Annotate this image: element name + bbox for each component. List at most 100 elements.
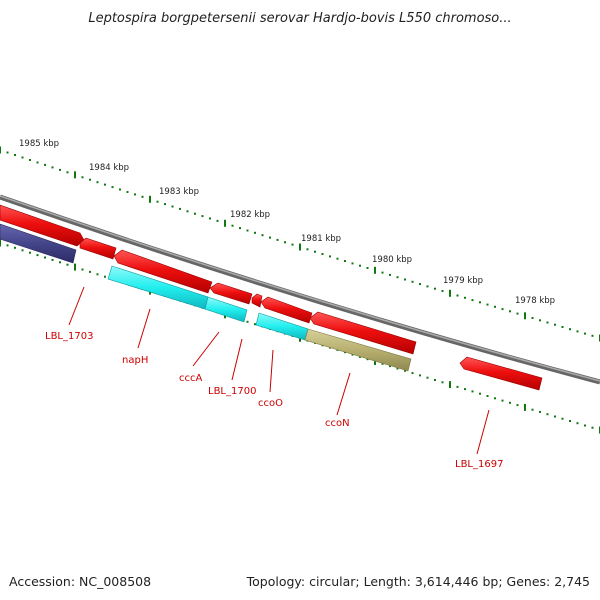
label-leaders [68, 286, 490, 455]
inner-ruler-tick [74, 263, 76, 271]
outer-ruler-tick [569, 328, 571, 331]
leader-LBL_1703 [68, 286, 85, 326]
outer-ruler-tick [299, 243, 301, 251]
leader-napH [137, 308, 151, 349]
outer-ruler-tick [201, 215, 204, 218]
inner-ruler-tick [51, 258, 54, 261]
outer-ruler-tick [456, 294, 459, 297]
outer-ruler-tick [486, 303, 489, 306]
inner-ruler-tick [359, 355, 361, 358]
gene-olive-ccoN[interactable] [304, 328, 412, 372]
inner-ruler-tick [516, 404, 519, 407]
inner-ruler-tick [539, 410, 541, 413]
outer-ruler-tick [344, 260, 346, 262]
outer-ruler-tick [479, 301, 481, 304]
outer-ruler-tick [284, 241, 286, 244]
inner-ruler-tick [434, 379, 436, 381]
inner-ruler-tick [584, 424, 586, 427]
inner-ruler-tick [96, 273, 99, 276]
outer-ruler-tick [516, 312, 519, 315]
gene-cyan-cccA[interactable] [204, 296, 248, 323]
ruler-label-1982: 1982 kbp [230, 210, 270, 220]
inner-ruler-tick [381, 362, 384, 365]
outer-ruler-tick [149, 195, 151, 203]
leader-ccoO [269, 349, 274, 393]
inner-ruler-tick [89, 270, 91, 273]
leader-ccoN [336, 372, 351, 416]
outer-ruler-tick [261, 234, 264, 237]
inner-ruler-tick [411, 372, 414, 375]
outer-ruler-tick [89, 178, 91, 181]
leader-LBL_1700 [231, 338, 243, 381]
inner-ruler-tick [21, 249, 24, 252]
inner-ruler-tick [29, 251, 31, 254]
ruler-label-1981: 1981 kbp [301, 234, 341, 244]
inner-ruler-tick [441, 381, 444, 384]
ruler-labels: 1985 kbp 1984 kbp 1983 kbp 1982 kbp 1981… [19, 139, 555, 306]
inner-ruler-tick [426, 376, 429, 379]
inner-ruler-tick [0, 239, 1, 247]
gene-red-LBL1697[interactable] [459, 356, 543, 391]
outer-ruler-tick [59, 168, 61, 171]
outer-ruler-tick [554, 323, 556, 326]
inner-ruler-tick [14, 246, 16, 249]
outer-ruler-tick [269, 236, 271, 239]
outer-ruler-tick [156, 200, 159, 203]
inner-ruler-tick [66, 263, 69, 266]
gene-red-3[interactable] [209, 282, 253, 305]
outer-ruler-tick [209, 217, 211, 220]
inner-ruler-tick [449, 381, 451, 389]
map-title: Leptospira borgpetersenii serovar Hardjo… [88, 11, 511, 26]
ruler-label-1985: 1985 kbp [19, 139, 59, 149]
gene-red-4[interactable] [251, 293, 263, 308]
outer-ruler-tick [291, 243, 294, 246]
outer-ruler-tick [246, 229, 249, 232]
outer-ruler-tick [329, 255, 331, 258]
inner-ruler-tick [36, 254, 39, 257]
inner-ruler-tick [554, 415, 556, 418]
outer-ruler-tick [141, 195, 144, 198]
outer-ruler-tick [111, 186, 114, 189]
outer-ruler-tick [276, 238, 279, 241]
gene-napH[interactable] [113, 249, 213, 294]
outer-ruler-tick [464, 296, 466, 299]
gene-red-5[interactable] [260, 296, 313, 324]
gene-red-ccoN[interactable] [309, 311, 417, 355]
outer-ruler-tick [104, 183, 106, 186]
gene-label-ccoO: ccoO [258, 398, 283, 409]
outer-ruler-tick [179, 207, 181, 210]
outer-ruler-tick [36, 161, 39, 164]
outer-ruler-tick [591, 334, 594, 337]
gene-navy-feature[interactable] [0, 223, 77, 264]
outer-ruler-tick [231, 224, 234, 227]
outer-ruler-tick [186, 210, 189, 213]
outer-ruler-tick [216, 219, 219, 222]
gene-red-2[interactable] [79, 237, 117, 260]
outer-ruler-tick [546, 321, 549, 324]
outer-ruler-tick [389, 273, 391, 276]
outer-ruler-tick [224, 219, 226, 227]
gene-label-napH: napH [122, 355, 148, 366]
outer-ruler-tick [381, 271, 384, 274]
outer-ruler-tick [374, 266, 376, 274]
chromosome-backbone-highlight [0, 195, 600, 382]
inner-ruler-tick [569, 420, 571, 422]
inner-ruler-tick [396, 367, 399, 370]
outer-ruler-tick [96, 181, 99, 184]
inner-ruler-tick [374, 358, 376, 365]
outer-ruler-tick [576, 330, 579, 333]
outer-ruler-tick [164, 203, 166, 206]
inner-ruler-tick [479, 392, 481, 395]
inner-ruler-tick [44, 256, 46, 259]
ruler-label-1983: 1983 kbp [159, 187, 199, 197]
outer-ruler-tick [524, 312, 526, 320]
outer-ruler-tick [441, 290, 444, 292]
leader-cccA [192, 331, 220, 367]
outer-ruler-tick [419, 283, 421, 286]
outer-ruler-tick [29, 159, 31, 161]
outer-ruler-tick [531, 317, 534, 319]
inner-ruler-tick [546, 413, 549, 416]
inner-ruler-tick [254, 323, 256, 326]
outer-ruler-tick [404, 278, 406, 281]
